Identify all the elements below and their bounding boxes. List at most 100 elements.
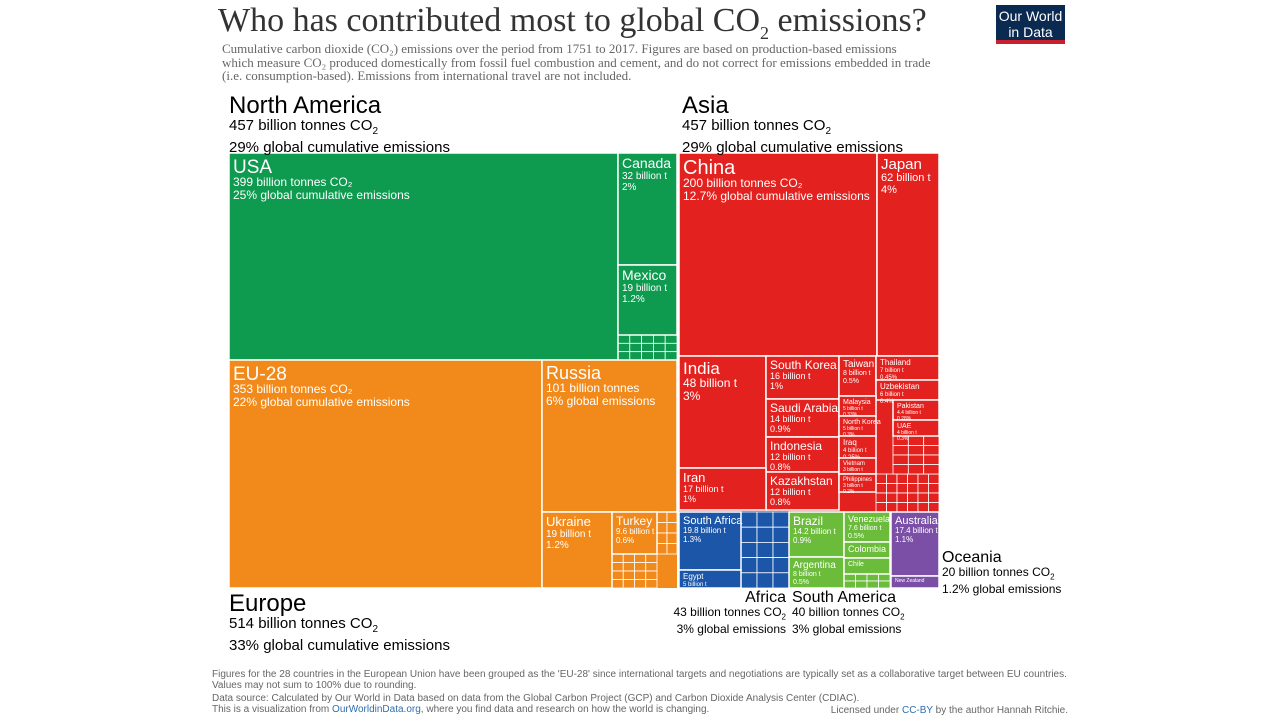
micro-country-tile	[928, 492, 940, 503]
tile-turkey[interactable]	[611, 511, 658, 555]
micro-country-tile	[617, 334, 631, 344]
tile-value-eu-28: 353 billion tonnes CO₂	[233, 382, 353, 396]
tile-share-taiwan: 0.5%	[843, 378, 859, 385]
tile-share-india: 3%	[683, 389, 701, 403]
tile-australia[interactable]	[890, 511, 940, 577]
tile-label-vietnam: Vietnam	[843, 461, 865, 467]
tile-iran[interactable]	[678, 467, 767, 511]
micro-country-tile	[907, 445, 925, 456]
micro-country-tile	[855, 580, 868, 589]
tile-label-north-korea: North Korea	[843, 419, 881, 426]
tile-value-taiwan: 8 billion t	[843, 370, 871, 377]
tile-label-venezuela: Venezuela	[848, 514, 890, 524]
tile-share-pakistan: 0.28%	[897, 416, 912, 422]
tile-value-vietnam: 3 billion t	[843, 467, 863, 473]
tile-value-iran: 17 billion t	[683, 484, 724, 494]
tile-south-africa[interactable]	[678, 511, 742, 571]
micro-country-tile	[896, 502, 908, 513]
micro-country-tile	[886, 492, 898, 503]
tile-value-egypt: 5 billion t	[683, 582, 707, 588]
tile-share-canada: 2%	[622, 182, 637, 193]
micro-country-tile	[622, 579, 635, 589]
micro-country-tile	[656, 522, 668, 534]
micro-country-tile	[896, 483, 908, 494]
micro-country-tile	[756, 542, 774, 559]
micro-country-tile	[756, 511, 774, 528]
owid-link[interactable]: OurWorldinData.org	[332, 704, 421, 715]
micro-country-tile	[917, 492, 929, 503]
micro-country-tile	[617, 351, 631, 361]
tile-india[interactable]	[678, 355, 767, 469]
micro-country-tile	[928, 502, 940, 513]
tile-value-iraq: 4 billion t	[843, 448, 867, 454]
tile-kazakhstan[interactable]	[765, 471, 840, 511]
tile-ukraine[interactable]	[541, 511, 613, 589]
tile-share-argentina: 0.5%	[793, 579, 809, 586]
micro-country-tile	[622, 553, 635, 563]
micro-country-tile	[907, 464, 925, 475]
tile-label-uzbekistan: Uzbekistan	[880, 382, 920, 391]
micro-country-tile	[878, 573, 891, 582]
micro-country-tile	[866, 573, 879, 582]
tile-value-kazakhstan: 12 billion t	[770, 487, 811, 497]
tile-mexico[interactable]	[617, 264, 678, 336]
tile-label-philippines: Philippines	[843, 477, 872, 483]
tile-label-pakistan: Pakistan	[897, 403, 924, 410]
micro-country-tile	[666, 532, 678, 544]
tile-japan[interactable]	[876, 152, 940, 357]
tile-taiwan[interactable]	[838, 355, 877, 397]
license-link[interactable]: CC-BY	[901, 705, 933, 716]
group-label-oceania: Oceania 20 billion tonnes CO2 1.2% globa…	[942, 549, 1062, 597]
owid-logo[interactable]: Our World in Data	[996, 5, 1065, 44]
micro-country-tile	[666, 543, 678, 555]
tile-share-philippines: 0.2%	[843, 489, 855, 495]
micro-country-tile	[772, 557, 790, 574]
micro-country-tile	[772, 526, 790, 543]
chart-title: Who has contributed most to global CO2 e…	[218, 2, 927, 43]
micro-country-tile	[641, 334, 654, 344]
tile-value-indonesia: 12 billion t	[770, 452, 811, 462]
tile-brazil[interactable]	[788, 511, 845, 558]
micro-country-tile	[875, 483, 887, 494]
tile-chile[interactable]	[843, 557, 891, 575]
tile-value-ukraine: 19 billion t	[546, 529, 591, 540]
micro-country-tile	[886, 502, 898, 513]
tile-value-brazil: 14.2 billion t	[793, 527, 836, 536]
tile-new-zealand[interactable]	[890, 575, 940, 589]
tile-value-india: 48 billion t	[683, 376, 738, 390]
micro-country-tile	[634, 579, 647, 589]
micro-country-tile	[875, 502, 887, 513]
micro-country-tile	[666, 522, 678, 534]
tile-label-eu-28: EU-28	[233, 364, 287, 385]
tile-label-ukraine: Ukraine	[546, 514, 591, 529]
tile-label-japan: Japan	[881, 156, 922, 173]
tile-eu-28[interactable]	[228, 359, 543, 589]
tile-share-brazil: 0.9%	[793, 536, 811, 545]
group-label-africa: Africa 43 billion tonnes CO2 3% global e…	[673, 589, 786, 637]
micro-country-tile	[923, 445, 940, 456]
tile-label-south-korea: South Korea	[770, 358, 837, 372]
micro-country-tile	[645, 562, 658, 572]
tile-philippines[interactable]	[838, 473, 877, 493]
chart-subtitle: Cumulative carbon dioxide (CO₂) emission…	[222, 41, 931, 83]
tile-canada[interactable]	[617, 152, 678, 266]
micro-country-tile	[843, 573, 856, 582]
tile-value-uae: 4 billion t	[897, 430, 917, 436]
tile-usa[interactable]	[228, 152, 619, 361]
tile-russia[interactable]	[541, 359, 678, 513]
tile-egypt[interactable]	[678, 569, 742, 589]
micro-country-tile	[622, 562, 635, 572]
tile-share-south-africa: 1.3%	[683, 535, 701, 544]
micro-country-tile	[886, 473, 898, 484]
micro-country-tile	[896, 492, 908, 503]
micro-country-tile	[656, 532, 668, 544]
tile-label-chile: Chile	[848, 561, 864, 568]
tile-label-india: India	[683, 359, 720, 378]
tile-uae[interactable]	[892, 419, 940, 437]
micro-country-tile	[634, 570, 647, 580]
tile-label-south-africa: South Africa	[683, 515, 743, 527]
micro-country-tile	[896, 473, 908, 484]
tile-thailand[interactable]	[875, 355, 940, 381]
tile-china[interactable]	[678, 152, 878, 357]
